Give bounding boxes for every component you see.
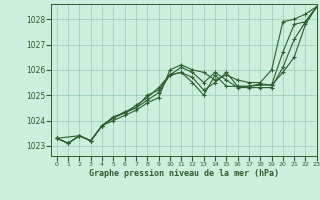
X-axis label: Graphe pression niveau de la mer (hPa): Graphe pression niveau de la mer (hPa) <box>89 169 279 178</box>
